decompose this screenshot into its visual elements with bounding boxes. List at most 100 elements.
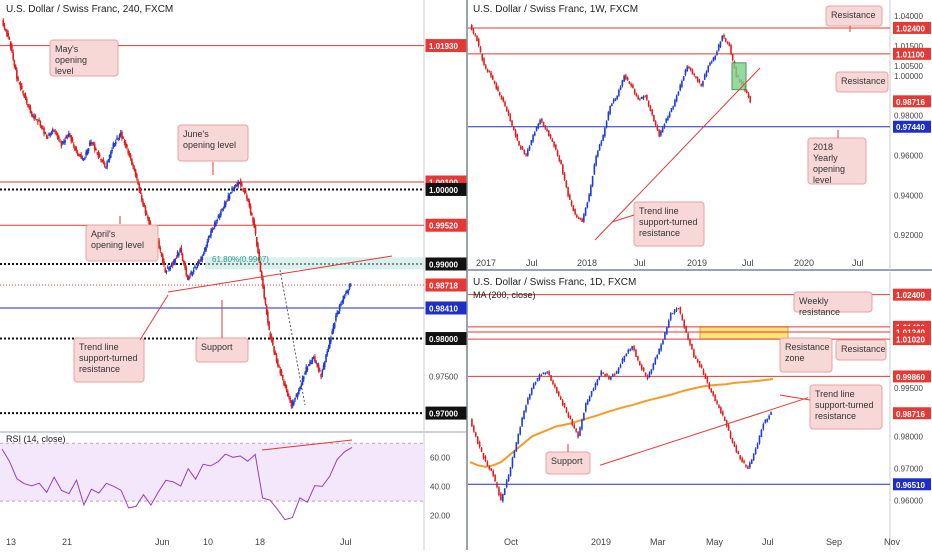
note-daily-resistance-zone-box (779, 337, 833, 373)
h4-candle (222, 208, 225, 210)
price-tag-0.98718-bg (425, 278, 467, 292)
weekly-ytick-1.01500: 1.01500 (894, 42, 923, 51)
h4-candle (159, 247, 162, 251)
h4-candle (44, 131, 47, 135)
h4-candle (40, 126, 43, 128)
daily-candle (507, 475, 510, 481)
price-tag-0.98000-label: 0.98000 (429, 335, 458, 344)
daily-candle (648, 372, 651, 378)
daily-candle (664, 332, 666, 339)
daily-candle (502, 494, 504, 502)
daily-candle (563, 403, 566, 408)
daily-candle (500, 493, 502, 501)
h4-candle (221, 208, 223, 211)
h4-candle (183, 260, 185, 264)
weekly-candle (696, 77, 699, 82)
h4-candle (45, 136, 48, 138)
h4-candle (72, 144, 75, 146)
h4-candle (119, 132, 122, 136)
daily-candle (718, 404, 720, 408)
h4-candle (69, 134, 71, 136)
daily-candle (750, 459, 753, 464)
daily-candle (613, 374, 616, 376)
weekly-candle (647, 101, 650, 107)
h4-candle (37, 121, 39, 123)
h4-candle (19, 83, 22, 89)
h4-candle (138, 184, 141, 191)
weekly-candle (544, 126, 547, 129)
daily-candle (476, 436, 479, 444)
daily-candle (515, 442, 518, 451)
daily-candle (637, 356, 639, 361)
weekly-candle (486, 69, 489, 72)
h4-candle (213, 222, 216, 228)
weekly-price-tag-1.01100: 1.01100 (893, 47, 931, 60)
weekly-candle (488, 70, 491, 73)
weekly-candle (681, 80, 683, 87)
note-weekly-yearly-text: level (813, 175, 832, 185)
h4-candle (258, 251, 261, 261)
h4-candle (288, 396, 290, 398)
weekly-candle (556, 150, 559, 156)
daily-ma-line (469, 378, 774, 468)
weekly-candle (590, 185, 592, 197)
note-h4-trendline-text: resistance (79, 364, 120, 374)
h4-candle (200, 256, 202, 261)
h4-candle (133, 167, 136, 171)
left-chart-title: U.S. Dollar / Swiss Franc, 240, FXCM (6, 4, 173, 15)
daily-candle (733, 442, 736, 447)
daily-candle (729, 431, 732, 438)
daily-candle (735, 445, 738, 452)
daily-xtick-Jul: Jul (762, 537, 774, 547)
weekly-candle (535, 126, 538, 131)
weekly-candle (709, 62, 711, 66)
weekly-candle (677, 91, 680, 95)
h4-candle (11, 45, 13, 52)
daily-candle (521, 417, 523, 426)
daily-candle (762, 424, 765, 430)
h4-candle (144, 207, 147, 214)
weekly-candle (605, 121, 608, 128)
h4-candle (189, 275, 191, 277)
price-tag-1.01930-bg (425, 39, 467, 53)
daily-candle (702, 369, 705, 374)
weekly-candle (504, 101, 506, 107)
h4-candle (38, 120, 40, 122)
h4-candle (281, 375, 284, 379)
h4-candle (179, 249, 181, 252)
price-tag-0.99520-label: 0.99520 (429, 222, 458, 231)
weekly-candle (509, 114, 512, 122)
weekly-price-tag-1.02400: 1.02400 (893, 21, 931, 34)
weekly-candle (581, 218, 583, 223)
weekly-candle (723, 34, 725, 38)
weekly-candle (551, 139, 554, 142)
daily-candle (480, 448, 483, 453)
note-daily-support-text: Support (551, 456, 583, 466)
daily-candle (482, 452, 485, 459)
weekly-candle (651, 109, 653, 115)
daily-candle (610, 376, 612, 380)
daily-candle (517, 434, 520, 444)
note-june-opening-box (177, 124, 249, 162)
note-h4-trendline-text: support-turned (79, 353, 138, 363)
daily-candle (731, 438, 734, 443)
daily-candle (725, 420, 728, 427)
note-weekly-trendline-text: Trend line (639, 206, 679, 216)
h4-candle (163, 260, 165, 265)
weekly-candle (640, 96, 643, 99)
weekly-xtick-2017: 2017 (476, 258, 496, 268)
weekly-candle (530, 140, 533, 146)
daily-candle (625, 353, 628, 357)
weekly-candle (591, 176, 594, 186)
weekly-candle (477, 39, 480, 46)
daily-candle (706, 377, 709, 383)
weekly-candle (583, 214, 585, 222)
daily-price-tag-1.01020: 1.01020 (893, 333, 931, 346)
weekly-candle (668, 112, 671, 117)
daily-price-tag-bg (893, 370, 931, 383)
weekly-candle (586, 202, 589, 208)
weekly-candle (635, 93, 638, 97)
weekly-candle (584, 207, 587, 216)
h4-candle (32, 115, 34, 117)
daily-candle (484, 456, 487, 462)
